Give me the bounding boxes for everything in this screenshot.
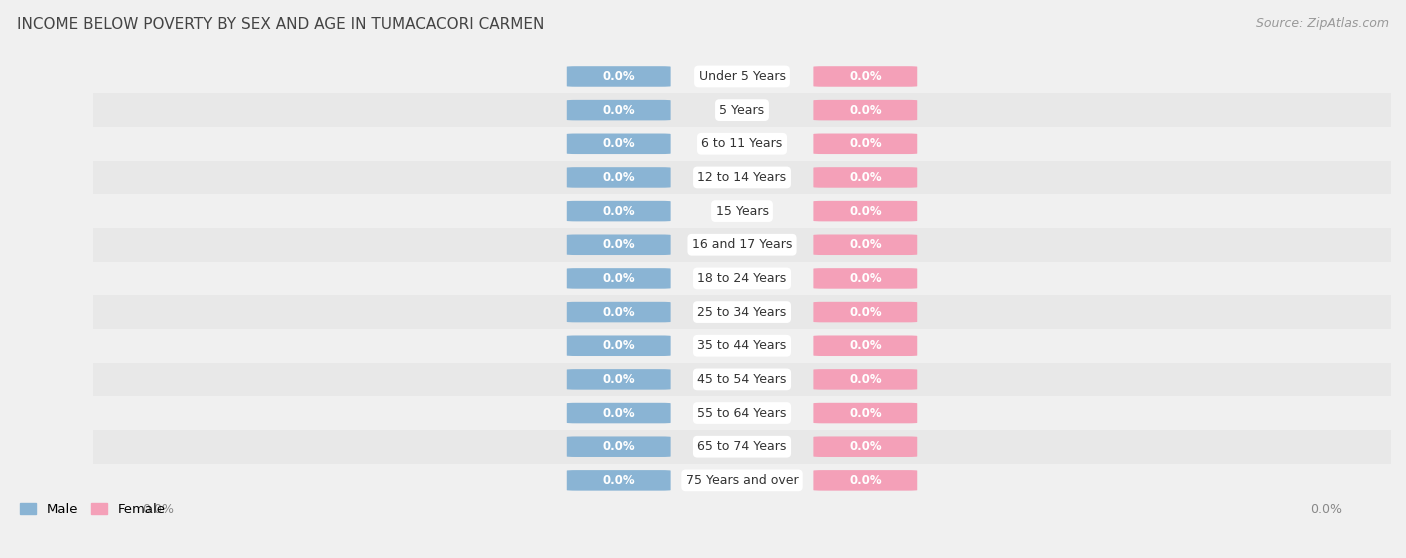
Text: 0.0%: 0.0% — [849, 238, 882, 251]
Text: 0.0%: 0.0% — [602, 70, 636, 83]
FancyBboxPatch shape — [567, 302, 671, 323]
Text: 5 Years: 5 Years — [720, 104, 765, 117]
Text: 55 to 64 Years: 55 to 64 Years — [697, 407, 787, 420]
FancyBboxPatch shape — [567, 369, 671, 389]
Text: 0.0%: 0.0% — [849, 373, 882, 386]
FancyBboxPatch shape — [567, 133, 671, 154]
Text: 65 to 74 Years: 65 to 74 Years — [697, 440, 787, 453]
Bar — [93, 127, 1391, 161]
Bar — [93, 228, 1391, 262]
FancyBboxPatch shape — [567, 470, 671, 490]
FancyBboxPatch shape — [814, 201, 917, 222]
FancyBboxPatch shape — [814, 234, 917, 255]
FancyBboxPatch shape — [567, 335, 671, 356]
Text: 16 and 17 Years: 16 and 17 Years — [692, 238, 792, 251]
Text: 0.0%: 0.0% — [849, 272, 882, 285]
FancyBboxPatch shape — [814, 335, 917, 356]
Text: 0.0%: 0.0% — [849, 407, 882, 420]
Text: 0.0%: 0.0% — [849, 474, 882, 487]
Bar — [93, 295, 1391, 329]
Legend: Male, Female: Male, Female — [15, 497, 172, 521]
Text: 0.0%: 0.0% — [602, 171, 636, 184]
Bar — [93, 396, 1391, 430]
Text: 0.0%: 0.0% — [602, 407, 636, 420]
Text: 45 to 54 Years: 45 to 54 Years — [697, 373, 787, 386]
Text: Under 5 Years: Under 5 Years — [699, 70, 786, 83]
Text: 0.0%: 0.0% — [602, 272, 636, 285]
Text: Source: ZipAtlas.com: Source: ZipAtlas.com — [1256, 17, 1389, 30]
Text: 0.0%: 0.0% — [602, 104, 636, 117]
Bar — [93, 60, 1391, 93]
Text: 15 Years: 15 Years — [716, 205, 769, 218]
FancyBboxPatch shape — [814, 470, 917, 490]
Text: 0.0%: 0.0% — [849, 171, 882, 184]
Text: 0.0%: 0.0% — [849, 70, 882, 83]
Text: 0.0%: 0.0% — [849, 137, 882, 150]
Text: 12 to 14 Years: 12 to 14 Years — [697, 171, 786, 184]
FancyBboxPatch shape — [814, 302, 917, 323]
Bar — [93, 363, 1391, 396]
FancyBboxPatch shape — [567, 100, 671, 121]
FancyBboxPatch shape — [814, 436, 917, 457]
Text: 0.0%: 0.0% — [849, 306, 882, 319]
FancyBboxPatch shape — [567, 234, 671, 255]
Text: 0.0%: 0.0% — [602, 306, 636, 319]
FancyBboxPatch shape — [567, 66, 671, 86]
Text: 0.0%: 0.0% — [849, 104, 882, 117]
Text: 0.0%: 0.0% — [602, 205, 636, 218]
Bar — [93, 329, 1391, 363]
FancyBboxPatch shape — [814, 268, 917, 288]
Text: 0.0%: 0.0% — [602, 339, 636, 352]
FancyBboxPatch shape — [814, 133, 917, 154]
FancyBboxPatch shape — [567, 403, 671, 424]
Bar — [93, 194, 1391, 228]
Text: 18 to 24 Years: 18 to 24 Years — [697, 272, 786, 285]
Text: 0.0%: 0.0% — [849, 205, 882, 218]
Text: 75 Years and over: 75 Years and over — [686, 474, 799, 487]
FancyBboxPatch shape — [567, 268, 671, 288]
FancyBboxPatch shape — [567, 201, 671, 222]
Text: 0.0%: 0.0% — [602, 474, 636, 487]
FancyBboxPatch shape — [814, 369, 917, 389]
Bar — [93, 262, 1391, 295]
FancyBboxPatch shape — [814, 403, 917, 424]
Text: 35 to 44 Years: 35 to 44 Years — [697, 339, 786, 352]
FancyBboxPatch shape — [567, 436, 671, 457]
Text: 0.0%: 0.0% — [602, 238, 636, 251]
Bar — [93, 430, 1391, 464]
Text: 0.0%: 0.0% — [849, 339, 882, 352]
Bar — [93, 93, 1391, 127]
Text: 0.0%: 0.0% — [602, 440, 636, 453]
Bar — [93, 464, 1391, 497]
FancyBboxPatch shape — [814, 66, 917, 86]
Bar — [93, 161, 1391, 194]
FancyBboxPatch shape — [814, 167, 917, 187]
Text: 0.0%: 0.0% — [849, 440, 882, 453]
FancyBboxPatch shape — [567, 167, 671, 187]
Text: 6 to 11 Years: 6 to 11 Years — [702, 137, 783, 150]
Text: 0.0%: 0.0% — [602, 137, 636, 150]
Text: INCOME BELOW POVERTY BY SEX AND AGE IN TUMACACORI CARMEN: INCOME BELOW POVERTY BY SEX AND AGE IN T… — [17, 17, 544, 32]
Text: 0.0%: 0.0% — [602, 373, 636, 386]
FancyBboxPatch shape — [814, 100, 917, 121]
Text: 25 to 34 Years: 25 to 34 Years — [697, 306, 786, 319]
